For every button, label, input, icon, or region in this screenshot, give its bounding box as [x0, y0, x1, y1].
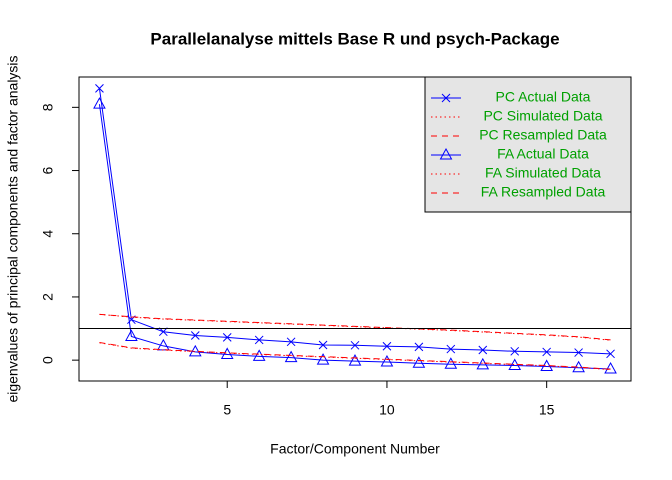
series-line	[99, 342, 611, 371]
marker	[286, 337, 296, 347]
marker	[222, 333, 232, 342]
x-axis-label: Factor/Component Number	[270, 441, 440, 457]
y-tick-label: 4	[40, 230, 56, 238]
marker	[604, 361, 617, 374]
marker	[380, 355, 394, 367]
series-line	[98, 104, 611, 370]
legend-label: PC Resampled Data	[479, 127, 607, 143]
legend-label: PC Actual Data	[496, 89, 591, 105]
legend-label: FA Actual Data	[497, 146, 589, 162]
marker	[476, 357, 490, 370]
marker	[412, 356, 426, 368]
legend-label: PC Simulated Data	[483, 108, 602, 124]
legend-label: FA Simulated Data	[485, 165, 601, 181]
marker	[414, 342, 424, 352]
legend-box	[424, 76, 632, 213]
marker	[574, 348, 583, 357]
y-tick-label: 2	[40, 293, 56, 301]
x-tick-label: 15	[539, 402, 555, 418]
marker	[446, 344, 456, 354]
marker	[441, 93, 451, 103]
legend-label: FA Resampled Data	[481, 184, 606, 200]
marker	[252, 349, 266, 361]
marker	[190, 331, 200, 340]
marker	[318, 340, 328, 350]
series-line	[99, 313, 611, 341]
marker	[350, 340, 360, 350]
y-axis-label: eigenvalues of principal components and …	[5, 55, 21, 402]
marker	[478, 345, 488, 355]
y-tick-label: 6	[40, 166, 56, 174]
series-line	[99, 341, 611, 370]
marker	[93, 97, 106, 109]
y-tick-label: 0	[40, 356, 56, 364]
marker	[125, 329, 138, 341]
chart-title: Parallelanalyse mittels Base R und psych…	[150, 29, 559, 48]
marker	[254, 335, 264, 345]
marker	[606, 349, 615, 359]
plot-frame	[78, 76, 632, 382]
marker	[542, 347, 552, 357]
marker	[510, 346, 520, 356]
marker	[348, 354, 362, 366]
y-tick-label: 8	[40, 103, 56, 111]
marker	[284, 350, 298, 363]
marker	[316, 353, 330, 365]
marker	[95, 84, 104, 93]
marker	[439, 147, 453, 160]
x-tick-label: 10	[379, 402, 395, 418]
marker	[444, 357, 458, 369]
x-tick-label: 5	[223, 402, 231, 418]
marker	[382, 341, 392, 351]
